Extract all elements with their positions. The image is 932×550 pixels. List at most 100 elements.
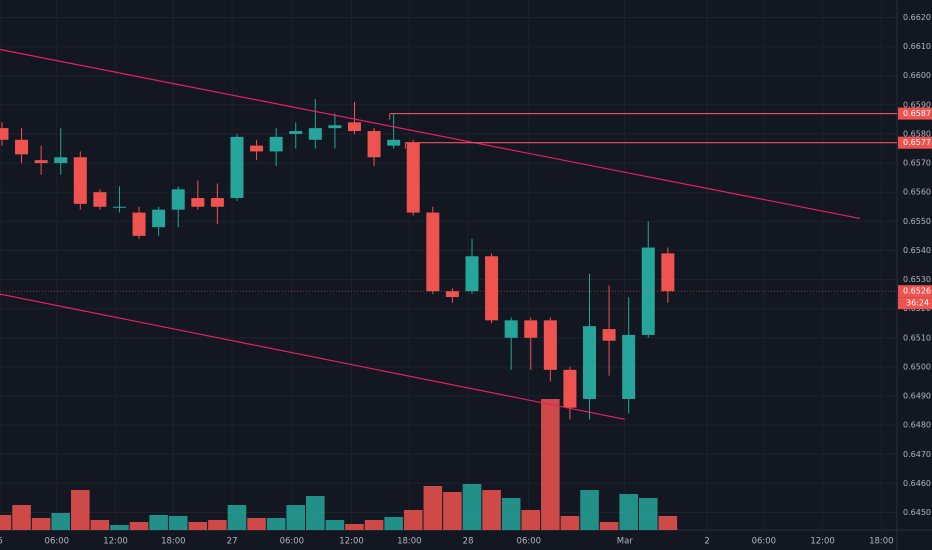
y-tick-label: 0.6460 — [903, 479, 931, 488]
candle-body — [583, 326, 597, 399]
y-tick-label: 0.6510 — [903, 333, 931, 342]
candle-body — [661, 253, 675, 292]
candle-body — [406, 142, 420, 213]
candle-body — [347, 122, 361, 132]
volume-bar — [188, 522, 208, 530]
level-label: 0.6587 — [903, 109, 931, 118]
x-tick-label: 28 — [463, 537, 474, 547]
y-tick-label: 0.6600 — [903, 71, 931, 80]
volume-bar — [325, 520, 345, 530]
y-tick-label: 0.6540 — [903, 246, 931, 255]
volume-bar — [266, 518, 286, 530]
candle-body — [34, 160, 48, 164]
last-price-label: 0.6526 — [903, 287, 931, 296]
candle-body — [289, 131, 303, 134]
candle-body — [93, 192, 107, 207]
volume-bar — [51, 513, 71, 530]
volume-bar — [658, 516, 678, 530]
candle-body — [132, 212, 146, 236]
x-tick-label: 6 — [0, 537, 3, 547]
y-tick-label: 0.6610 — [903, 42, 931, 51]
volume-bar — [423, 486, 443, 530]
x-tick-label: 18:00 — [161, 537, 186, 547]
x-tick-label: 12:00 — [103, 537, 128, 547]
y-tick-label: 0.6570 — [903, 159, 931, 168]
candle-body — [602, 329, 616, 341]
y-tick-label: 0.6470 — [903, 450, 931, 459]
volume-bar — [149, 515, 168, 530]
candle-body — [210, 198, 224, 207]
x-tick-label: 06:00 — [45, 537, 70, 547]
candle-body — [250, 145, 264, 152]
candle-body — [15, 139, 29, 155]
candle-body — [230, 136, 244, 199]
level-label-box — [898, 107, 932, 120]
x-tick-label: Mar — [617, 537, 634, 547]
y-tick-label: 0.6620 — [903, 13, 931, 22]
volume-bar — [364, 520, 384, 530]
x-tick-label: 18:00 — [869, 537, 894, 547]
volume-bar — [482, 490, 501, 530]
candle-body — [73, 157, 87, 204]
volume-bar — [443, 492, 462, 530]
x-tick-label: 27 — [227, 537, 238, 547]
candle-body — [112, 206, 126, 208]
volume-bar — [12, 505, 31, 530]
volume-bar — [541, 399, 560, 530]
candle-body — [0, 128, 9, 140]
y-tick-label: 0.6590 — [903, 100, 931, 109]
countdown-box — [898, 297, 932, 310]
candle-body — [387, 139, 401, 146]
candle-body — [171, 189, 185, 210]
volume-bar — [462, 484, 482, 530]
trend-line — [0, 48, 860, 219]
volume-bar — [286, 505, 306, 530]
y-tick-label: 0.6450 — [903, 508, 931, 517]
candle-body — [54, 157, 68, 164]
trend-line — [0, 293, 625, 420]
level-label-box — [898, 136, 932, 149]
x-tick-label: 06:00 — [280, 537, 305, 547]
volume-bar — [129, 522, 149, 530]
candle-body — [367, 131, 381, 158]
x-tick-label: 2 — [704, 537, 709, 547]
volume-bar — [208, 520, 227, 530]
candle-body — [308, 128, 322, 140]
volume-bar — [580, 490, 599, 530]
y-tick-label: 0.6530 — [903, 275, 931, 284]
volume-bar — [247, 518, 266, 530]
level-label: 0.6577 — [903, 138, 931, 147]
candle-body — [152, 209, 166, 228]
candle-body — [465, 256, 479, 292]
volume-bar — [306, 496, 325, 530]
volume-bar — [403, 510, 423, 530]
volume-bar — [619, 494, 638, 530]
volume-bar — [521, 510, 541, 530]
candle-body — [563, 369, 577, 408]
candle-body — [504, 320, 518, 338]
volume-bar — [560, 516, 580, 530]
candle-body — [485, 256, 499, 321]
y-tick-label: 0.6560 — [903, 188, 931, 197]
volume-bar — [31, 518, 51, 530]
candle-body — [445, 291, 459, 298]
volume-bar — [90, 520, 110, 530]
volume-bar — [227, 505, 247, 530]
y-tick-label: 0.6550 — [903, 217, 931, 226]
volume-bar — [638, 498, 658, 530]
x-tick-label: 12:00 — [810, 537, 835, 547]
candle-body — [328, 125, 342, 129]
volume-bar — [384, 517, 403, 530]
candle-body — [269, 136, 283, 152]
last-price-box — [898, 285, 932, 298]
volume-bar — [0, 515, 12, 530]
volume-bar — [168, 516, 188, 530]
volume-bar — [345, 524, 364, 530]
candle-body — [524, 320, 538, 338]
x-tick-label: 06:00 — [752, 537, 777, 547]
candle-body — [191, 198, 205, 207]
volume-bar — [71, 490, 90, 530]
candle-body — [622, 334, 636, 399]
x-tick-label: 06:00 — [517, 537, 542, 547]
